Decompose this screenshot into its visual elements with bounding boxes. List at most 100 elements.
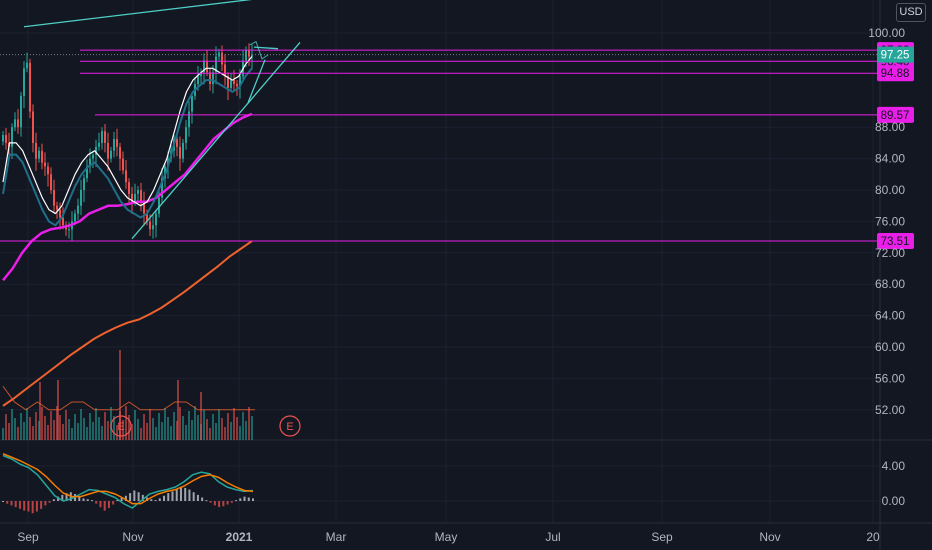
volume-bar xyxy=(17,427,19,440)
currency-badge[interactable]: USD xyxy=(896,3,926,22)
candle-body xyxy=(110,150,112,159)
projection-path xyxy=(249,40,269,60)
volume-bar xyxy=(224,427,226,440)
volume-bar xyxy=(206,419,208,440)
price-level-badge xyxy=(877,65,914,82)
volume-bar xyxy=(248,407,250,440)
candle-body xyxy=(221,52,223,65)
volume-bar xyxy=(5,414,7,440)
volume-bar xyxy=(215,423,217,440)
candle-body xyxy=(188,111,190,128)
candle-body xyxy=(86,166,88,179)
price-level-label: 94.88 xyxy=(881,68,910,80)
candle-body xyxy=(20,95,22,128)
macd-axis-tick: 0.00 xyxy=(882,494,906,508)
price-axis-tick: 56.00 xyxy=(875,371,905,385)
volume-bar xyxy=(152,418,154,440)
candle-body xyxy=(206,60,208,73)
volume-bar xyxy=(179,407,181,440)
candle-body xyxy=(191,95,193,112)
price-axis-tick: 100.00 xyxy=(868,26,905,40)
volume-spike xyxy=(119,350,121,440)
volume-bar xyxy=(80,409,82,440)
time-axis-tick: Jul xyxy=(545,530,560,544)
candle-body xyxy=(233,80,235,85)
macd-histogram-bar xyxy=(65,493,68,501)
time-axis-tick: Sep xyxy=(17,530,39,544)
candle-body xyxy=(131,193,133,202)
volume-spike xyxy=(39,382,41,440)
candle-body xyxy=(224,64,226,77)
price-level-badge xyxy=(877,106,914,123)
time-axis-tick: Mar xyxy=(326,530,347,544)
time-axis-tick: May xyxy=(435,530,458,544)
volume-bar xyxy=(59,415,61,440)
candle-body xyxy=(26,62,28,69)
candle-body xyxy=(179,146,181,159)
volume-bar xyxy=(212,414,214,440)
macd-histogram-bar xyxy=(6,501,9,504)
macd-histogram-bar xyxy=(112,501,115,505)
volume-bar xyxy=(122,420,124,440)
volume-bar xyxy=(29,417,31,440)
candle-body xyxy=(35,142,37,159)
volume-bar xyxy=(86,427,88,440)
macd-histogram-bar xyxy=(252,498,254,501)
volume-bar xyxy=(41,407,43,440)
price-axis-tick: 80.00 xyxy=(875,183,905,197)
price-axis-tick: 64.00 xyxy=(875,309,905,323)
macd-histogram-bar xyxy=(239,498,242,501)
ma-slow-line xyxy=(2,112,253,282)
candle-body xyxy=(83,178,85,190)
macd-histogram-bar xyxy=(167,493,170,501)
candle-body xyxy=(95,146,97,155)
trend-line xyxy=(131,41,301,240)
macd-histogram-bar xyxy=(196,494,199,501)
volume-bar xyxy=(158,413,160,440)
volume-bar xyxy=(95,408,97,440)
candle-body xyxy=(5,135,7,143)
candle-body xyxy=(92,154,94,159)
macd-histogram-bar xyxy=(243,496,246,501)
volume-bar xyxy=(155,427,157,440)
macd-histogram-bar xyxy=(230,501,233,503)
candle-body xyxy=(230,80,232,88)
volume-spike xyxy=(200,392,202,440)
candle-body xyxy=(209,72,211,85)
earnings-label: E xyxy=(286,421,293,433)
candle-body xyxy=(107,142,109,159)
price-level-label: 73.51 xyxy=(881,236,910,248)
ma-long-line xyxy=(2,240,253,407)
candle-body xyxy=(143,201,145,214)
volume-bar xyxy=(50,411,52,440)
candle-body xyxy=(77,205,79,214)
volume-bar xyxy=(104,412,106,440)
candle-body xyxy=(215,56,217,73)
macd-histogram-bar xyxy=(201,497,204,501)
volume-bar xyxy=(203,410,205,440)
candle-body xyxy=(116,138,118,147)
macd-histogram-bar xyxy=(192,492,195,501)
volume-bar xyxy=(44,416,46,440)
volume-bar xyxy=(74,414,76,440)
volume-bar xyxy=(83,418,85,440)
time-axis-tick: Nov xyxy=(122,530,143,544)
price-level-label: 89.57 xyxy=(881,110,910,122)
volume-bar xyxy=(161,422,163,440)
macd-histogram-bar xyxy=(23,501,26,511)
volume-bar xyxy=(131,424,133,440)
candle-body xyxy=(149,221,151,230)
candle-body xyxy=(137,190,139,194)
macd-histogram-bar xyxy=(226,501,229,505)
volume-bar xyxy=(173,412,175,440)
candle-body xyxy=(239,76,241,87)
candle-body xyxy=(122,158,124,171)
time-axis-tick: 2021 xyxy=(226,530,253,544)
candle-body xyxy=(17,119,19,128)
volume-bars xyxy=(2,350,255,440)
candle-body xyxy=(62,217,64,226)
current-price-label: 97.25 xyxy=(881,50,910,62)
